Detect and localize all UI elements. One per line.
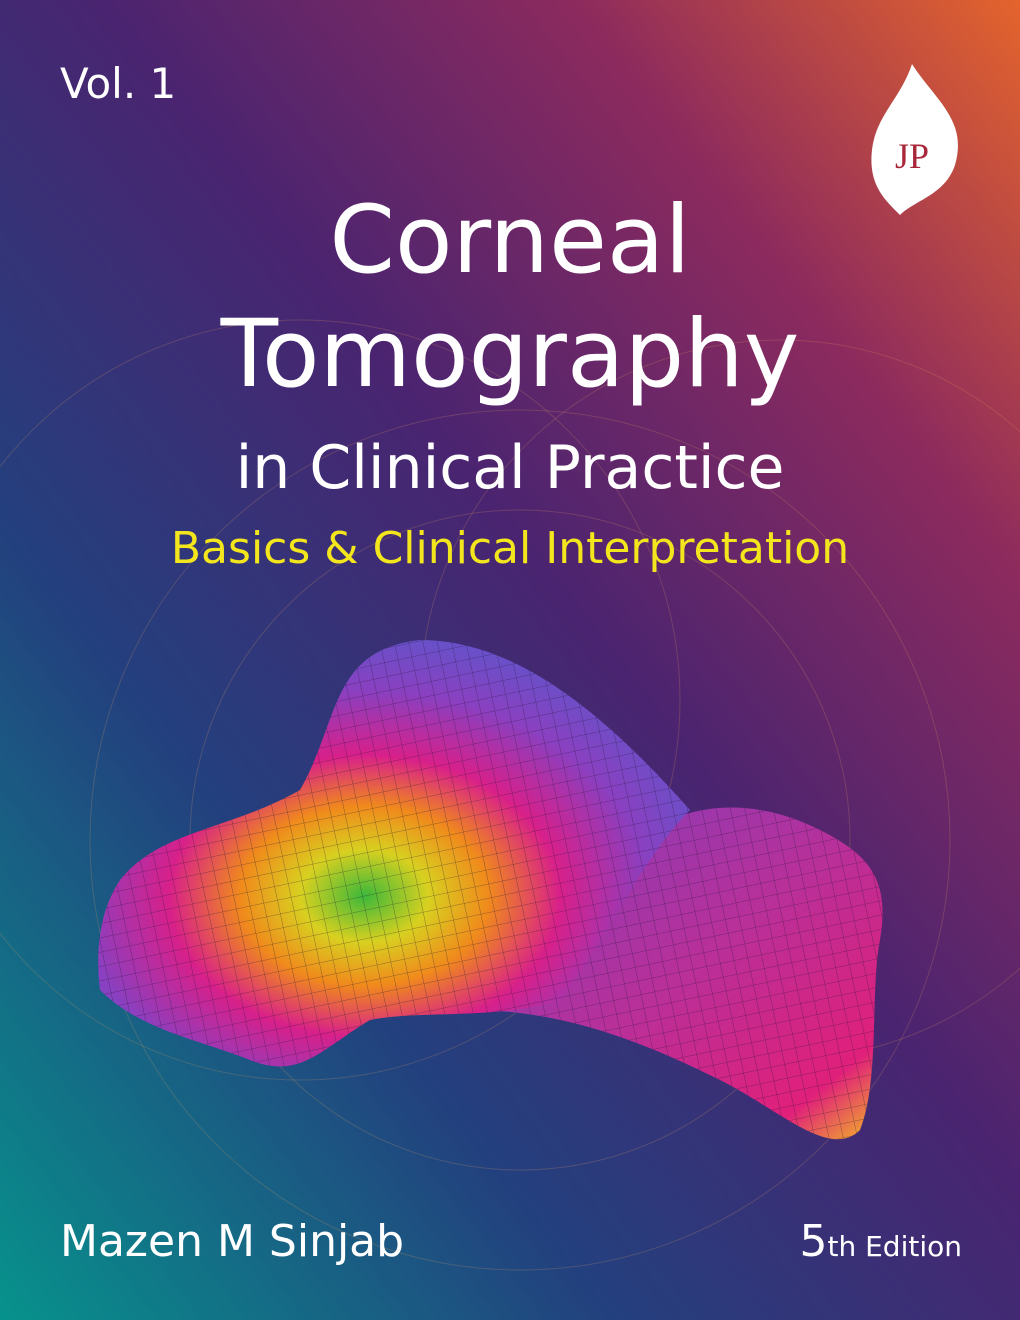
edition: 5th Edition xyxy=(799,1216,962,1267)
title-line: in Clinical Practice xyxy=(236,433,785,503)
surface-illustration xyxy=(98,640,883,1140)
author: Mazen M Sinjab xyxy=(60,1216,404,1267)
edition-suffix: th Edition xyxy=(827,1230,962,1263)
logo-text: JP xyxy=(895,136,929,176)
subtitle: Basics & Clinical Interpretation xyxy=(171,523,849,574)
publisher-logo: JP xyxy=(871,64,958,215)
title-line: Corneal xyxy=(329,186,690,295)
volume: Vol. 1 xyxy=(60,59,176,108)
edition-number: 5 xyxy=(799,1216,827,1267)
title-line: Tomography xyxy=(220,300,800,409)
